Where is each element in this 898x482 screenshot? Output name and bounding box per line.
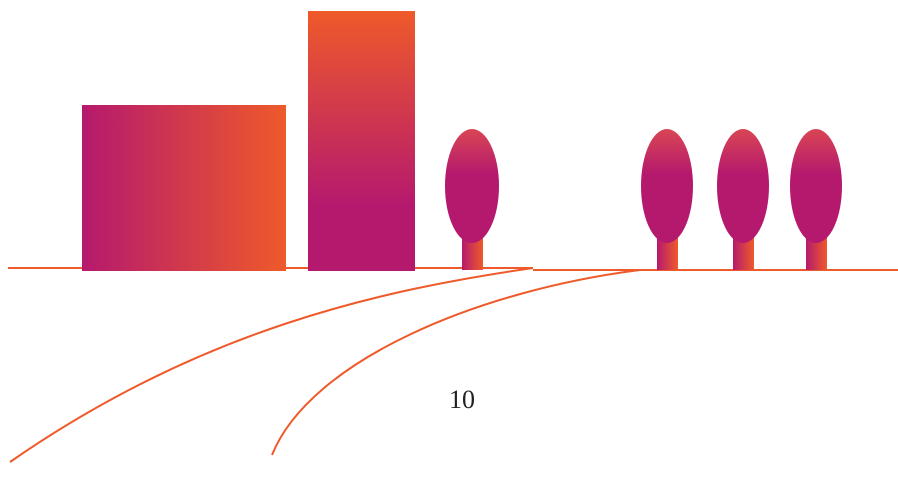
tree-crown [717,129,769,243]
road-edge [9,267,534,463]
tree [445,129,499,270]
page-number: 10 [449,385,475,414]
tree-trunk [657,236,678,270]
scene [8,11,898,463]
tree [790,129,842,270]
tree-trunk [806,236,827,270]
tree-trunk [462,236,483,270]
tree-crown [790,129,842,243]
tree [641,129,693,270]
road-edge [271,269,641,456]
tree-crown [641,129,693,243]
building [308,11,415,271]
tree-crown [445,129,499,243]
tree-trunk [733,236,754,270]
tree [717,129,769,270]
building [82,105,286,271]
